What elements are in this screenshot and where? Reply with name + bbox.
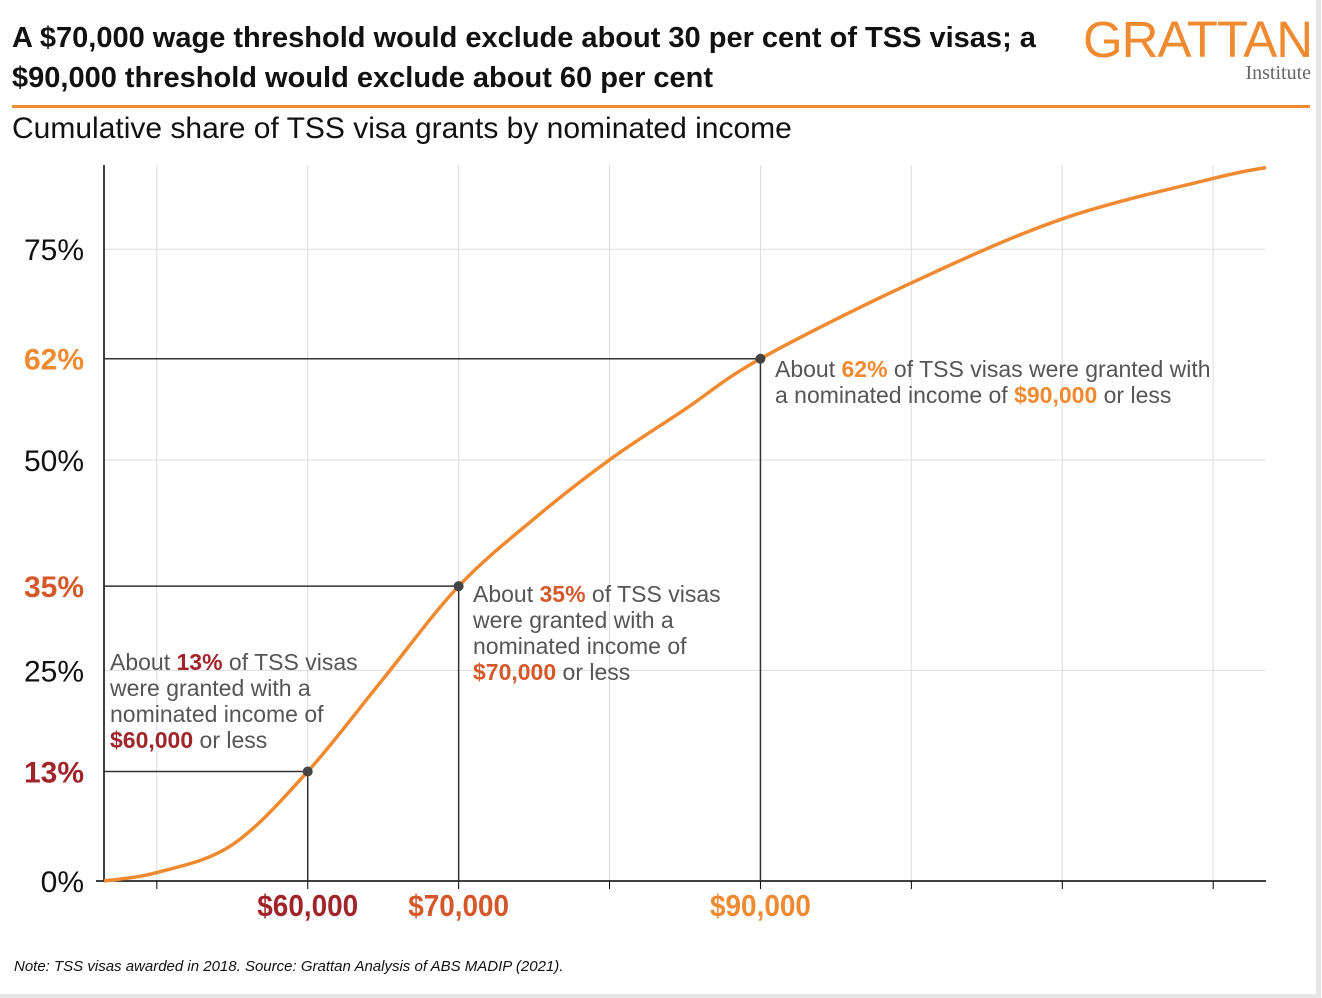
y-tick-label: 0% (41, 866, 84, 899)
x-tick-label: $70,000 (408, 889, 509, 924)
annotation-70k: About 35% of TSS visas were granted with… (473, 581, 721, 685)
series-line (103, 165, 1267, 883)
highlight-point (755, 353, 766, 364)
source-note: Note: TSS visas awarded in 2018. Source:… (14, 958, 564, 975)
y-tick-label: 75% (24, 234, 84, 267)
title-rule (12, 105, 1310, 108)
logo-sub: Institute (1245, 62, 1311, 84)
y-tick-label: 25% (24, 655, 84, 688)
annotation-90k: About 62% of TSS visas were granted with… (775, 356, 1211, 408)
annotation-60k: About 13% of TSS visas were granted with… (110, 649, 358, 753)
guide-line (104, 770, 309, 881)
x-tick-label: $90,000 (710, 889, 811, 924)
highlight-point (453, 581, 464, 592)
x-tick-label: $60,000 (257, 889, 358, 924)
logo-main: GRATTAN (1083, 11, 1313, 68)
y-tick-label: 62% (24, 344, 84, 377)
highlight-point (302, 766, 313, 777)
y-tick-label: 50% (24, 445, 84, 478)
y-tick-label: 13% (24, 756, 84, 789)
chart-title: A $70,000 wage threshold would exclude a… (12, 22, 1036, 94)
grattan-logo: GRATTAN Institute (1083, 11, 1313, 85)
chart-subtitle: Cumulative share of TSS visa grants by n… (12, 112, 792, 145)
y-tick-label: 35% (24, 571, 84, 604)
